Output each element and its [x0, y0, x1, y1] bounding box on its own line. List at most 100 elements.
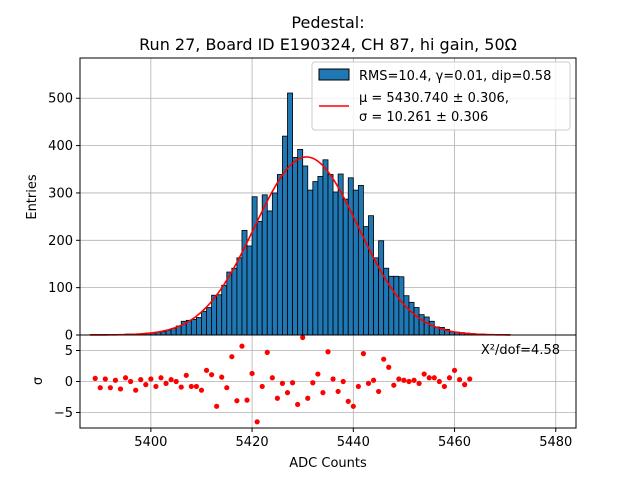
- histogram-bar: [201, 310, 207, 336]
- residual-point: [188, 383, 194, 390]
- x-axis-label: ADC Counts: [289, 456, 367, 471]
- histogram-bar: [261, 194, 268, 336]
- residual-point: [178, 384, 184, 390]
- histogram-bar: [236, 257, 243, 336]
- legend-histogram-swatch: [318, 68, 350, 81]
- residual-point: [148, 376, 154, 382]
- histogram-bar: [332, 191, 339, 336]
- residual-point: [112, 377, 119, 383]
- histogram-bar: [378, 240, 385, 336]
- residual-point: [345, 398, 351, 404]
- histogram-bar: [413, 307, 420, 336]
- residual-point: [446, 375, 453, 381]
- histogram-bar: [302, 165, 309, 336]
- residual-point: [295, 401, 301, 408]
- xtick-label: 5400: [134, 435, 167, 450]
- histogram-ytick-label: 0: [65, 329, 73, 344]
- residual-points: [92, 334, 473, 425]
- residual-point: [158, 375, 164, 381]
- histogram-bar: [423, 316, 430, 336]
- residual-point: [97, 385, 103, 391]
- histogram-bar: [276, 174, 283, 336]
- residual-point: [234, 398, 240, 404]
- histogram-bar: [337, 173, 344, 336]
- residual-point: [107, 385, 113, 391]
- residual-point: [416, 380, 422, 386]
- histogram-bar: [398, 276, 405, 336]
- residual-point: [284, 390, 291, 396]
- residual-point: [467, 376, 473, 382]
- histogram-bar: [357, 184, 364, 336]
- xtick-label: 5420: [236, 435, 269, 450]
- histogram-bar: [307, 189, 314, 336]
- residual-point: [239, 343, 245, 349]
- residual-point: [335, 388, 341, 395]
- residual-point: [391, 382, 397, 388]
- residual-point: [330, 376, 336, 382]
- histogram-ytick-label: 100: [48, 281, 73, 296]
- residual-point: [168, 377, 174, 383]
- residual-point: [117, 386, 124, 392]
- residual-point: [340, 378, 346, 385]
- residual-point: [138, 377, 144, 383]
- legend-frame: [311, 61, 571, 131]
- residual-point: [198, 387, 205, 393]
- histogram-bar: [312, 181, 319, 336]
- histogram-bar: [231, 267, 238, 336]
- histogram-bar: [322, 159, 329, 336]
- residual-point: [320, 390, 326, 396]
- histogram-bar: [226, 271, 233, 336]
- histogram-bar: [251, 196, 258, 336]
- residual-point: [214, 403, 220, 409]
- residual-point: [224, 385, 230, 391]
- residual-point: [305, 395, 311, 401]
- residual-point: [259, 383, 265, 390]
- gaussian-fit-curve: [90, 156, 511, 336]
- histogram-bar: [271, 192, 278, 336]
- residual-point: [92, 375, 98, 381]
- legend-fit-label-line2: σ = 10.261 ± 0.306: [359, 110, 488, 125]
- residual-ytick-label: 5: [65, 344, 73, 359]
- residual-point: [365, 380, 372, 386]
- residual-point: [264, 349, 270, 355]
- histogram-bar: [347, 177, 354, 336]
- histogram-bar: [246, 245, 253, 336]
- histogram-ytick-label: 200: [48, 234, 73, 249]
- histogram-bar: [408, 301, 415, 336]
- residual-point: [163, 380, 169, 386]
- residual-point: [360, 351, 367, 357]
- histogram-bar: [352, 189, 359, 336]
- histogram-bar: [393, 275, 400, 336]
- residual-point: [401, 377, 407, 383]
- residual-point: [102, 376, 108, 382]
- residual-point: [183, 372, 189, 378]
- histogram-bar: [287, 92, 293, 336]
- residual-point: [254, 419, 260, 425]
- residual-point: [386, 364, 392, 370]
- histogram-bar: [266, 210, 273, 336]
- legend: RMS=10.4, γ=0.01, dip=0.58 μ = 5430.740 …: [311, 61, 571, 131]
- legend-fit-label-line1: μ = 5430.740 ± 0.306,: [359, 91, 509, 106]
- residual-chi2-annotation: X²/dof=4.58: [481, 343, 560, 358]
- residual-point: [289, 380, 296, 386]
- histogram-bar: [297, 148, 304, 336]
- residual-point: [193, 383, 200, 390]
- residual-point: [208, 372, 215, 378]
- residual-point: [219, 374, 225, 380]
- legend-histogram-label: RMS=10.4, γ=0.01, dip=0.58: [359, 69, 551, 84]
- residual-point: [315, 371, 321, 377]
- residual-y-axis-label: σ: [31, 377, 46, 385]
- residual-point: [325, 349, 331, 355]
- residual-point: [436, 378, 442, 385]
- residual-point: [396, 376, 402, 382]
- chart-title-line2: Run 27, Board ID E190324, CH 87, hi gain…: [139, 35, 517, 54]
- residual-point: [128, 378, 134, 385]
- histogram-ytick-label: 300: [48, 186, 73, 201]
- residual-point: [274, 395, 280, 401]
- residual-point: [122, 375, 129, 381]
- histogram-y-ticks: 0 100 200 300 400 500: [48, 92, 80, 344]
- histogram-bar: [342, 198, 349, 336]
- histogram-bar: [317, 175, 324, 336]
- residual-point: [279, 380, 286, 386]
